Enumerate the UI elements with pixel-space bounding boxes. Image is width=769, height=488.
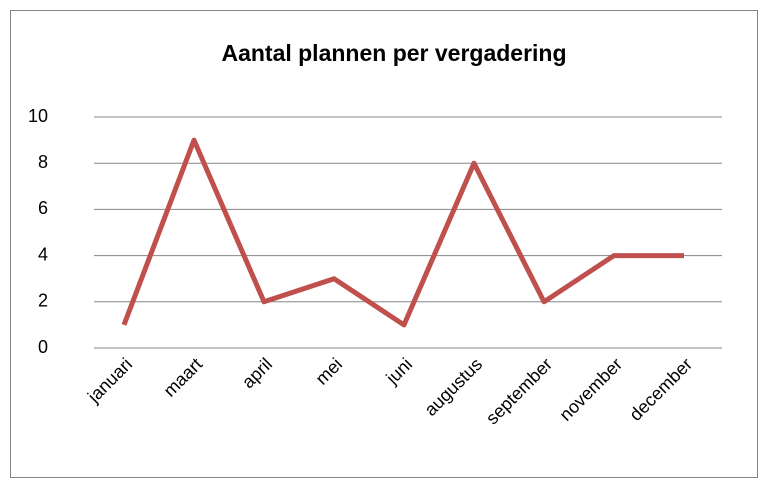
line [121, 137, 684, 328]
chart-border [10, 10, 758, 478]
y-tick-label: 10 [28, 106, 48, 126]
y-tick-label: 0 [38, 337, 48, 357]
chart-title: Aantal plannen per vergadering [221, 40, 566, 66]
y-tick-label: 8 [38, 152, 48, 172]
y-tick-label: 2 [38, 291, 48, 311]
y-tick-label: 6 [38, 198, 48, 218]
y-tick-label: 4 [38, 244, 48, 264]
